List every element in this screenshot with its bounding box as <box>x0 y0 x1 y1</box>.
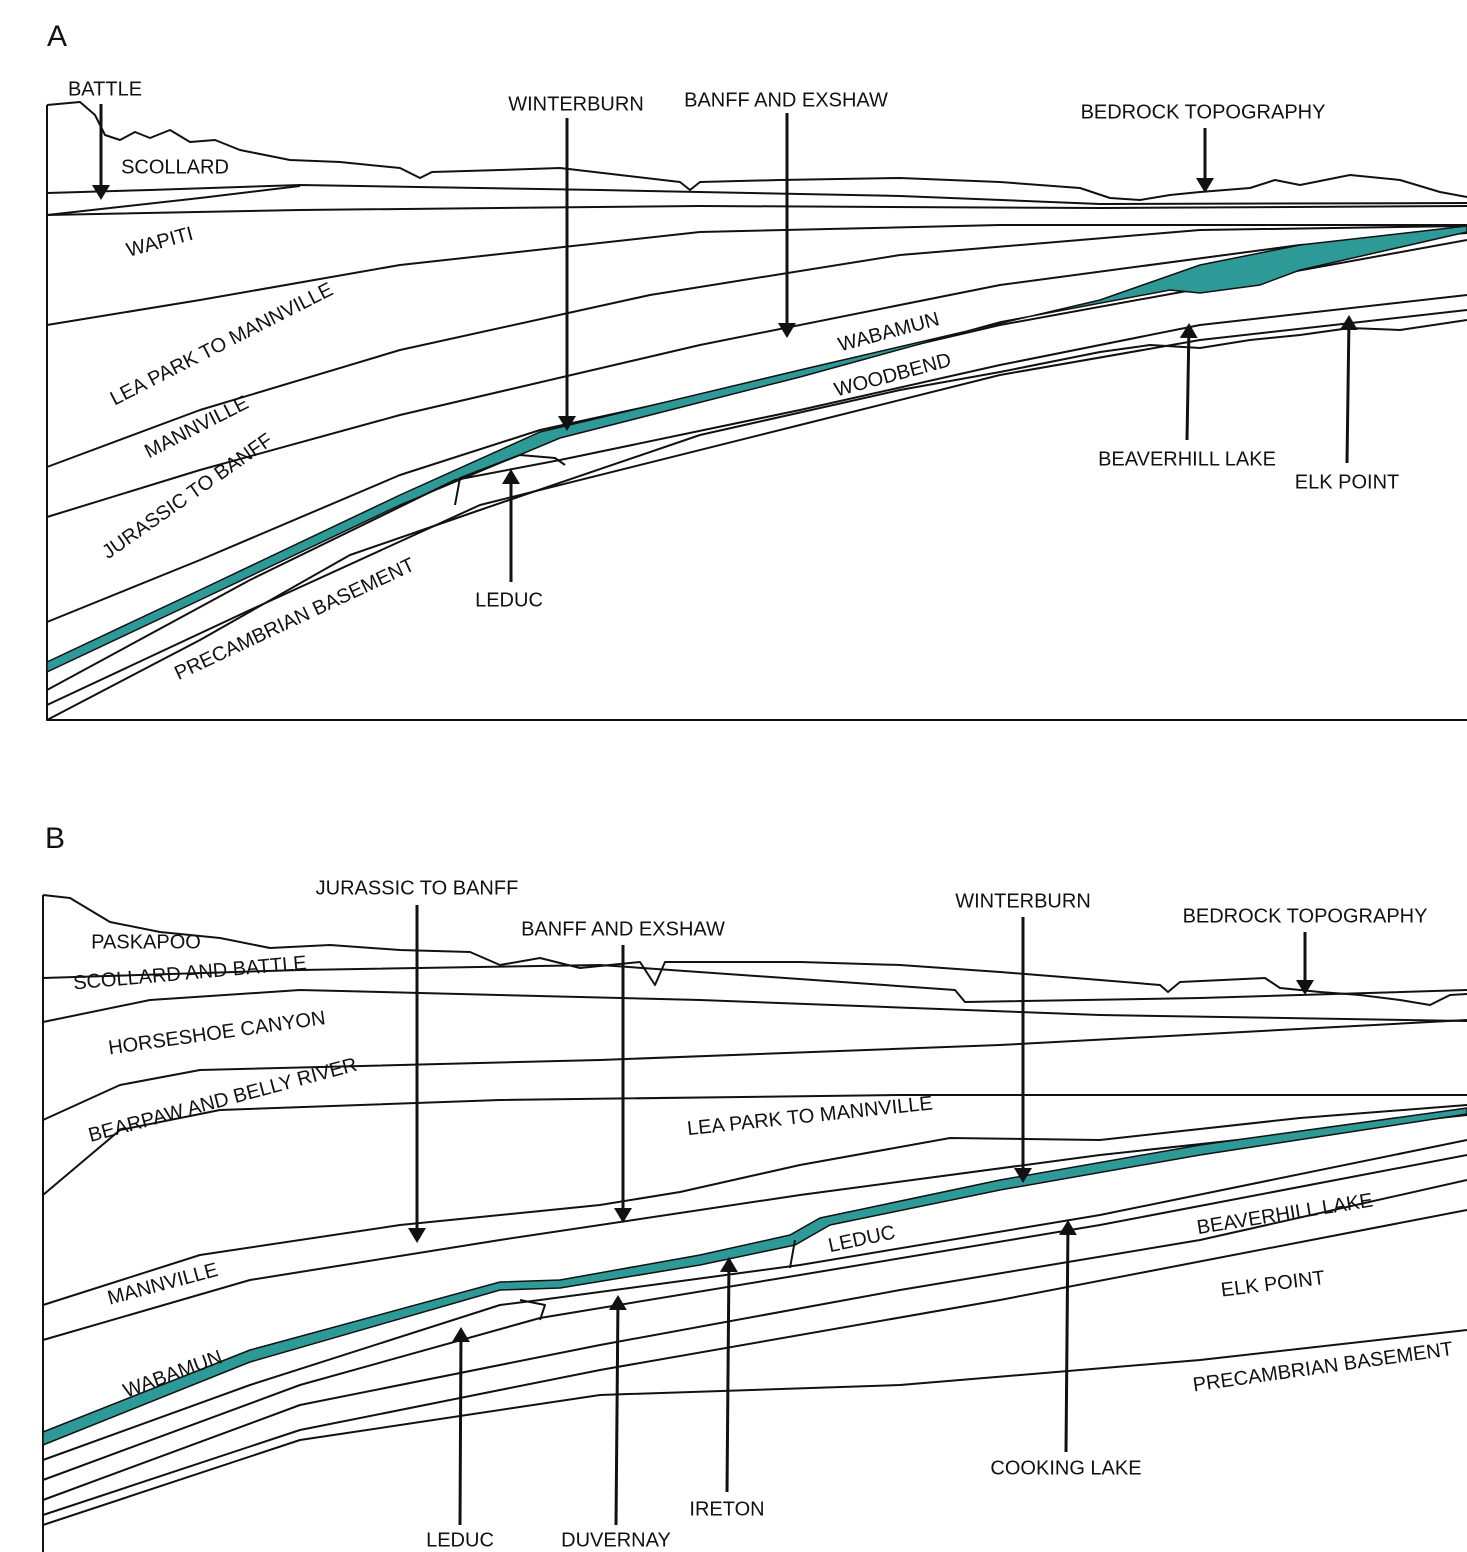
layer <box>43 1140 1467 1460</box>
label: BATTLE <box>68 78 142 100</box>
diagram: A BATTLE SCOLLARD WAPITI LEA PARK TO MAN… <box>0 0 1467 1552</box>
page: A BATTLE SCOLLARD WAPITI LEA PARK TO MAN… <box>0 0 1467 1552</box>
label: BEARPAW AND BELLY RIVER <box>86 1054 359 1147</box>
label: BEDROCK TOPOGRAPHY <box>1081 101 1326 123</box>
label: BEAVERHILL LAKE <box>1195 1190 1374 1240</box>
label: SCOLLARD <box>121 156 229 178</box>
label: PASKAPOO <box>91 931 201 953</box>
label: LEA PARK TO MANNVILLE <box>686 1092 934 1140</box>
label: COOKING LAKE <box>990 1457 1141 1479</box>
arrow <box>1347 318 1349 463</box>
panel-b: B JURASSIC TO BANFF PASKAPOO SCOLLARD AN… <box>43 822 1467 1552</box>
panel-label: B <box>45 822 65 855</box>
label: LEA PARK TO MANNVILLE <box>107 279 337 411</box>
label: IRETON <box>689 1498 764 1520</box>
label: LEDUC <box>475 589 543 611</box>
panel-label: A <box>47 20 67 53</box>
label: WINTERBURN <box>955 890 1091 912</box>
label: SCOLLARD AND BATTLE <box>72 952 307 994</box>
label: ELK POINT <box>1295 471 1399 493</box>
arrow <box>460 1330 461 1525</box>
arrow <box>727 1260 729 1492</box>
label: BEAVERHILL LAKE <box>1098 448 1276 470</box>
label: DUVERNAY <box>561 1529 671 1551</box>
label: LEDUC <box>826 1221 897 1257</box>
label: ELK POINT <box>1220 1267 1326 1302</box>
label: LEDUC <box>426 1529 494 1551</box>
layer <box>47 185 1467 204</box>
label: JURASSIC TO BANFF <box>316 877 519 899</box>
arrow <box>1187 326 1189 440</box>
label: PRECAMBRIAN BASEMENT <box>171 554 418 685</box>
label: WAPITI <box>124 223 196 262</box>
label: BANFF AND EXSHAW <box>684 89 888 111</box>
arrow <box>616 1298 618 1525</box>
label: JURASSIC TO BANFF <box>98 429 277 563</box>
label: BEDROCK TOPOGRAPHY <box>1183 905 1428 927</box>
label: HORSESHOE CANYON <box>107 1007 327 1059</box>
panel-a: A BATTLE SCOLLARD WAPITI LEA PARK TO MAN… <box>47 20 1467 720</box>
label: WOODBEND <box>832 349 954 401</box>
label: BANFF AND EXSHAW <box>521 918 725 940</box>
layer <box>43 1210 1467 1515</box>
label: WINTERBURN <box>508 93 644 115</box>
arrow <box>1066 1223 1068 1452</box>
layer <box>47 206 1467 215</box>
